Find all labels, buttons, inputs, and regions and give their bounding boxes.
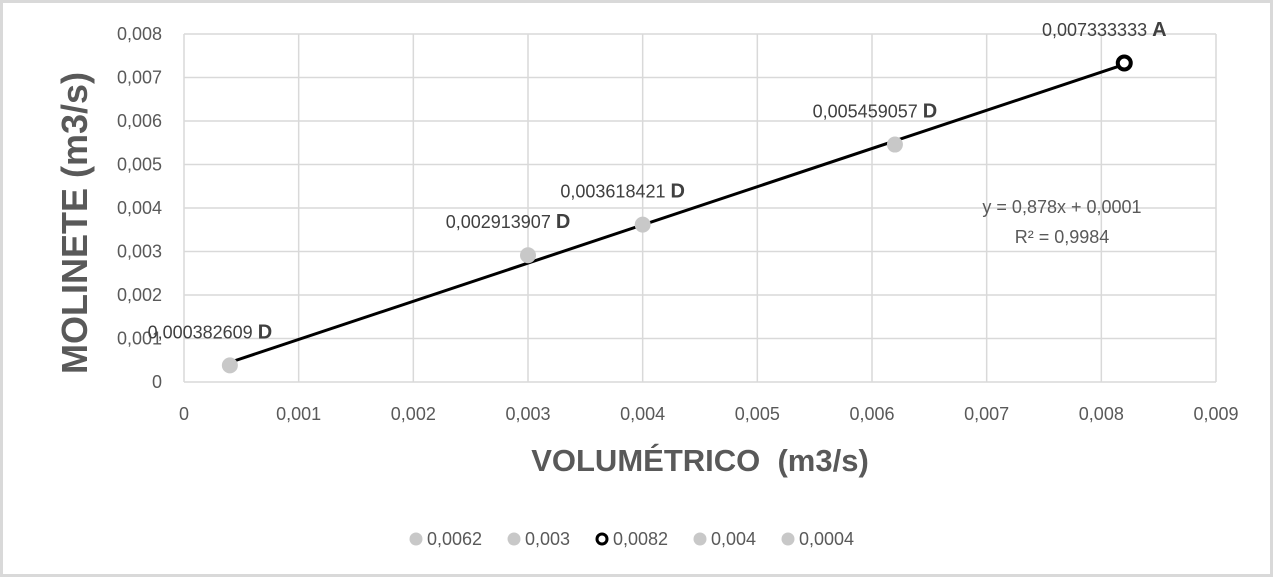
y-tick-label: 0,007: [117, 68, 162, 88]
x-tick-label: 0,008: [1079, 404, 1124, 424]
data-label: 0,002913907 D: [446, 211, 571, 233]
data-label-letter: D: [556, 211, 570, 233]
legend: 0,0062 0,003 0,0082 0,004 0,0004: [409, 529, 854, 549]
legend-marker: [507, 532, 521, 546]
y-tick-labels: 0 0,001 0,002 0,003 0,004 0,005 0,006 0,007 0,00…: [117, 24, 162, 392]
data-label-value: 0,002913907: [446, 212, 556, 232]
legend-label: 0,0062: [427, 529, 482, 549]
gridlines: [183, 33, 1217, 383]
x-tick-labels: 0 0,001 0,002 0,003 0,004 0,005 0,006 0,007 0,00…: [179, 404, 1239, 424]
legend-item: 0,0062: [409, 529, 482, 549]
data-label-value: 0,007333333: [1042, 20, 1152, 40]
data-label-letter: A: [1152, 19, 1166, 41]
trendline-equation: y = 0,878x + 0,0001: [982, 197, 1141, 217]
legend-marker: [781, 532, 795, 546]
y-tick-label: 0,006: [117, 111, 162, 131]
y-tick-label: 0,005: [117, 155, 162, 175]
x-tick-label: 0,003: [505, 404, 550, 424]
y-tick-label: 0,008: [117, 24, 162, 44]
data-points: [221, 54, 1133, 374]
trendline: [229, 63, 1125, 364]
data-labels: 0,005459057 D0,002913907 D0,007333333 A0…: [148, 19, 1167, 343]
x-tick-label: 0,004: [620, 404, 665, 424]
data-point: [520, 247, 536, 264]
x-tick-label: 0,009: [1193, 404, 1238, 424]
data-label: 0,000382609 D: [148, 321, 273, 343]
legend-marker: [595, 532, 609, 546]
y-tick-label: 0: [152, 372, 162, 392]
x-tick-label: 0,002: [391, 404, 436, 424]
legend-label: 0,004: [711, 529, 756, 549]
data-label-value: 0,003618421: [560, 182, 670, 202]
trendline-r-squared: R² = 0,9984: [1015, 227, 1110, 247]
data-label: 0,005459057 D: [813, 101, 938, 123]
data-label-value: 0,005459057: [813, 102, 923, 122]
data-point: [1115, 54, 1133, 72]
x-tick-label: 0: [179, 404, 189, 424]
data-label: 0,007333333 A: [1042, 19, 1167, 41]
data-label-letter: D: [923, 101, 937, 123]
data-point: [634, 216, 651, 233]
y-tick-label: 0,002: [117, 285, 162, 305]
legend-label: 0,0082: [613, 529, 668, 549]
scatter-chart: 0 0,001 0,002 0,003 0,004 0,005 0,006 0,007 0,00…: [54, 19, 1239, 549]
legend-item: 0,0082: [595, 529, 668, 549]
data-point: [221, 357, 238, 374]
legend-label: 0,003: [525, 529, 570, 549]
data-label-letter: D: [258, 321, 272, 343]
legend-marker: [409, 532, 423, 546]
x-tick-label: 0,005: [735, 404, 780, 424]
data-label: 0,003618421 D: [560, 181, 685, 203]
legend-marker: [693, 532, 707, 546]
y-axis-title: MOLINETE (m3/s): [54, 72, 95, 374]
data-point: [886, 136, 903, 153]
data-label-value: 0,000382609: [148, 322, 258, 342]
y-tick-label: 0,004: [117, 198, 162, 218]
y-tick-label: 0,003: [117, 242, 162, 262]
data-label-letter: D: [670, 181, 684, 203]
x-axis-title: VOLUMÉTRICO (m3/s): [531, 443, 869, 478]
x-tick-label: 0,006: [849, 404, 894, 424]
legend-item: 0,004: [693, 529, 756, 549]
legend-label: 0,0004: [799, 529, 854, 549]
legend-item: 0,0004: [781, 529, 854, 549]
trendline-group: [229, 63, 1125, 364]
legend-item: 0,003: [507, 529, 570, 549]
x-tick-label: 0,001: [276, 404, 321, 424]
y-tick-label: 0,001: [117, 329, 162, 349]
x-tick-label: 0,007: [964, 404, 1009, 424]
